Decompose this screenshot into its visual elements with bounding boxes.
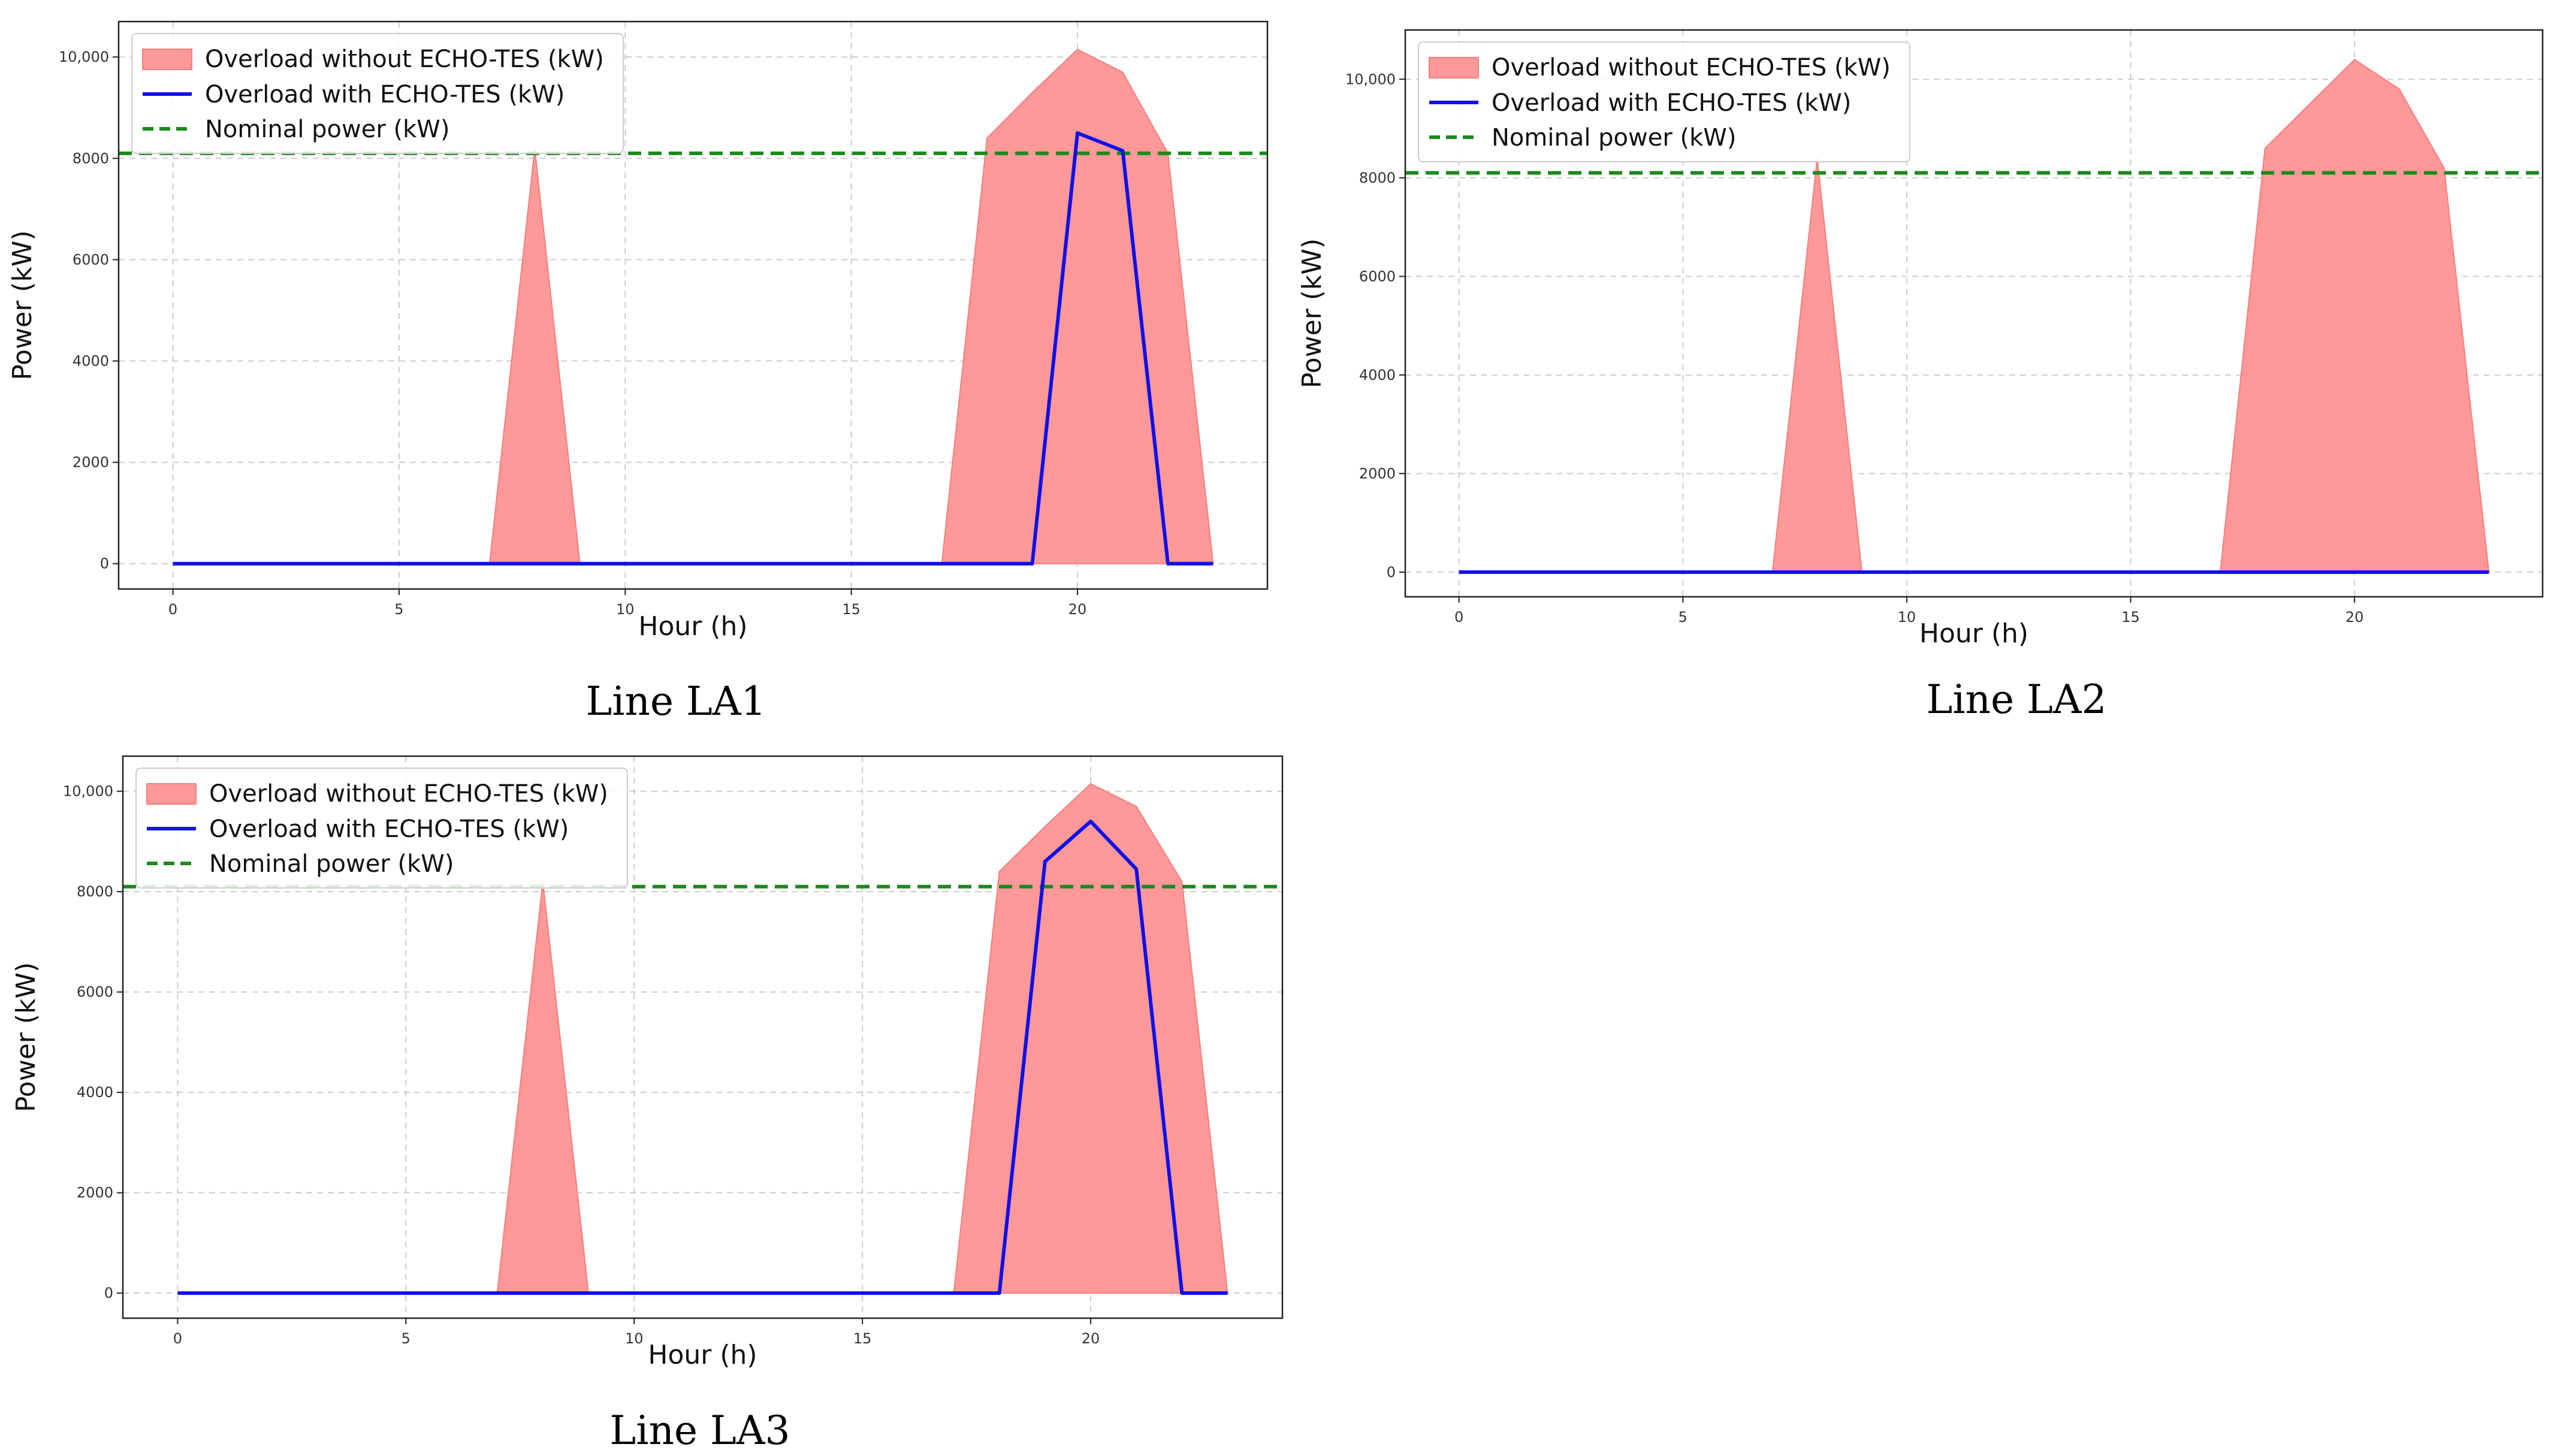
legend-label-with: Overload with ECHO-TES (kW) — [205, 81, 564, 108]
x-axis-label: Hour (h) — [1919, 618, 2028, 649]
x-tick-label: 15 — [2121, 609, 2140, 626]
legend-box — [131, 33, 624, 154]
x-tick-label: 0 — [168, 601, 177, 618]
y-tick-label: 10,000 — [59, 49, 109, 65]
y-tick-label: 10,000 — [1345, 71, 1396, 87]
y-tick-label: 0 — [104, 1285, 113, 1301]
overload-with-line — [177, 819, 1228, 1295]
legend-label-with: Overload with ECHO-TES (kW) — [209, 815, 569, 843]
chart-panel-1: 0 5 10 15 20 0 2000 4000 6000 8000 10,000 Hour (h) P… — [7, 20, 1269, 724]
y-tick-label: 6000 — [1359, 268, 1396, 285]
x-tick-label: 5 — [1679, 609, 1687, 626]
x-tick-label: 15 — [853, 1330, 872, 1347]
legend-label-without: Overload without ECHO-TES (kW) — [1492, 54, 1891, 81]
chart-panel-3: 0 5 10 15 20 0 2000 4000 6000 8000 10,000 Hour (h) P… — [11, 755, 1284, 1454]
legend-label-nominal: Nominal power (kW) — [1492, 124, 1736, 152]
legend-label-nominal: Nominal power (kW) — [205, 116, 449, 143]
legend-swatch-without — [1429, 57, 1479, 78]
legend-box — [135, 768, 628, 889]
x-tick-label: 10 — [1898, 609, 1916, 626]
y-tick-label: 4000 — [73, 353, 109, 370]
x-tick-label: 0 — [1454, 609, 1463, 626]
axes-frame — [1404, 29, 2544, 598]
legend: Overload without ECHO-TES (kW) Overload w… — [1418, 41, 1910, 162]
legend: Overload without ECHO-TES (kW) Overload w… — [135, 768, 628, 889]
x-tick-label: 10 — [616, 601, 635, 618]
panel-caption: Line LA2 — [1927, 676, 2107, 723]
x-tick-label: 0 — [173, 1330, 182, 1347]
y-axis-label: Power (kW) — [7, 230, 38, 380]
y-tick-label: 2000 — [77, 1185, 113, 1201]
legend-swatch-without — [146, 783, 197, 805]
overload-with-line — [173, 131, 1213, 566]
y-tick-label: 8000 — [77, 883, 113, 900]
y-tick-label: 8000 — [73, 150, 109, 167]
legend-label-nominal: Nominal power (kW) — [209, 850, 454, 878]
x-tick-label: 20 — [2345, 609, 2364, 626]
legend-swatch-without — [142, 49, 192, 70]
y-tick-label: 2000 — [73, 454, 109, 471]
y-tick-label: 0 — [100, 555, 109, 572]
legend-label-without: Overload without ECHO-TES (kW) — [209, 780, 608, 808]
y-tick-label: 2000 — [1359, 465, 1396, 482]
axes-frame — [122, 755, 1284, 1319]
chart-panel-2: 0 5 10 15 20 0 2000 4000 6000 8000 10,000 Hour (h) P… — [1297, 29, 2544, 723]
panel-caption: Line LA1 — [586, 678, 766, 724]
legend-label-with: Overload with ECHO-TES (kW) — [1492, 89, 1851, 117]
panel-caption: Line LA3 — [610, 1407, 790, 1454]
y-tick-label: 0 — [1387, 564, 1396, 581]
x-tick-label: 20 — [1068, 601, 1087, 618]
legend-label-without: Overload without ECHO-TES (kW) — [205, 46, 604, 73]
y-tick-label: 6000 — [73, 251, 109, 268]
legend-box — [1418, 41, 1910, 162]
y-tick-label: 10,000 — [63, 783, 113, 800]
y-tick-label: 8000 — [1359, 170, 1396, 186]
x-tick-label: 5 — [401, 1330, 410, 1347]
y-tick-label: 4000 — [1359, 367, 1396, 383]
legend: Overload without ECHO-TES (kW) Overload w… — [131, 33, 624, 154]
y-axis-label: Power (kW) — [11, 962, 41, 1112]
y-axis-label: Power (kW) — [1297, 238, 1327, 388]
x-axis-label: Hour (h) — [638, 611, 747, 642]
axes-frame — [117, 20, 1269, 590]
x-axis-label: Hour (h) — [648, 1340, 757, 1370]
y-tick-label: 4000 — [77, 1084, 113, 1101]
y-tick-label: 6000 — [77, 984, 113, 1001]
x-tick-label: 10 — [625, 1330, 644, 1347]
x-tick-label: 20 — [1082, 1330, 1100, 1347]
x-tick-label: 5 — [394, 601, 403, 618]
x-tick-label: 15 — [842, 601, 861, 618]
